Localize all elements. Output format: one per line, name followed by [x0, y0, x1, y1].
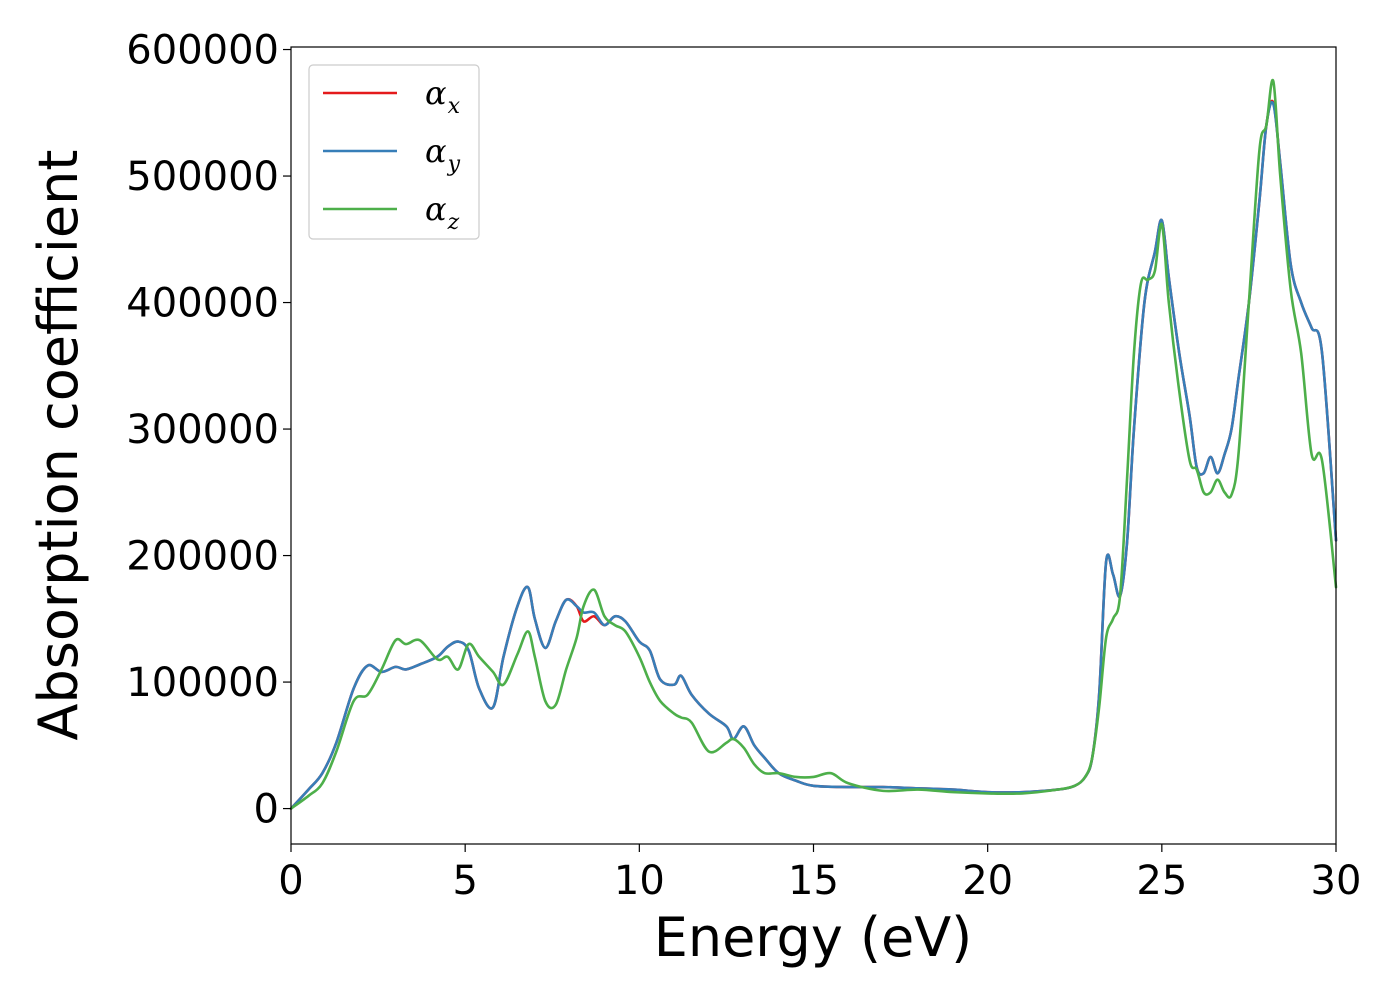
x-tick-label: 0: [278, 858, 303, 904]
y-tick-label: 500000: [126, 154, 279, 200]
y-axis-label: Absorption coefficient: [27, 150, 90, 741]
x-tick-label: 20: [962, 858, 1013, 904]
x-axis-label: Energy (eV): [654, 906, 973, 969]
x-tick-label: 10: [614, 858, 665, 904]
y-tick-label: 0: [254, 787, 279, 833]
series-line-y: [289, 101, 1338, 810]
x-tick-label: 15: [788, 858, 839, 904]
y-tick-label: 600000: [126, 28, 279, 74]
y-tick-label: 300000: [126, 407, 279, 453]
y-tick-label: 100000: [126, 660, 279, 706]
y-axis: 0 100000 200000 300000 400000 500000 600000: [126, 28, 291, 833]
y-tick-label: 200000: [126, 534, 279, 580]
x-tick-label: 30: [1311, 858, 1362, 904]
y-tick-label: 400000: [126, 281, 279, 327]
x-tick-label: 5: [452, 858, 477, 904]
series-layer: [289, 78, 1338, 810]
x-axis: 0 5 10 15 20 25 30: [278, 844, 1361, 904]
x-tick-label: 25: [1136, 858, 1187, 904]
series-line-z: [289, 78, 1338, 810]
